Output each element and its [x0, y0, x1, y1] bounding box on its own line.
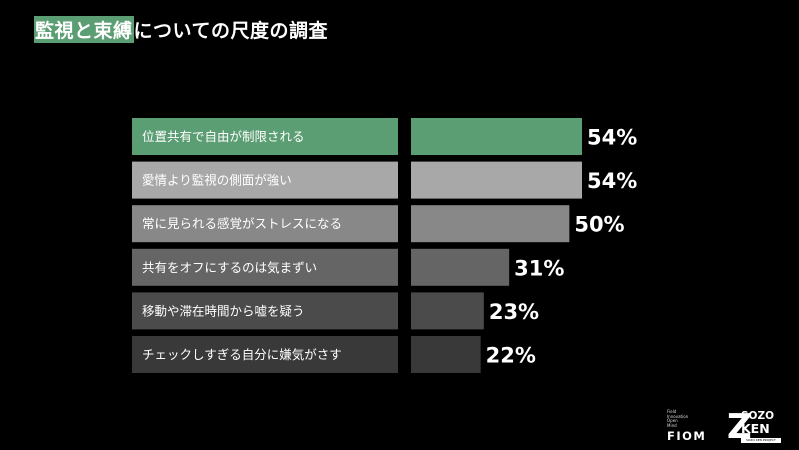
value-label: 31%	[514, 256, 564, 280]
category-label: 移動や滞在時間から嘘を疑う	[142, 303, 305, 318]
category-label-box	[132, 292, 398, 330]
bar	[411, 336, 481, 373]
bar	[411, 205, 570, 243]
sozo-word: SOZO	[741, 410, 775, 422]
bar	[411, 118, 582, 155]
category-label-box	[132, 205, 398, 243]
value-label: 50%	[574, 213, 624, 237]
value-label: 54%	[587, 169, 637, 193]
title-highlight: 監視と束縛	[34, 15, 134, 43]
bar	[411, 161, 582, 199]
bar	[411, 292, 484, 330]
title-rest: についての尺度の調査	[133, 19, 328, 42]
category-label: 常に見られる感覚がストレスになる	[142, 216, 342, 231]
sozo-ken-logo: Z SOZO KEN SOZO KEN PROJECT	[727, 410, 783, 446]
value-label: 22%	[486, 344, 536, 368]
category-label-box	[132, 161, 398, 199]
category-label: 愛情より監視の側面が強い	[142, 173, 292, 188]
value-label: 23%	[489, 300, 539, 324]
sozo-tagline: SOZO KEN PROJECT	[741, 438, 781, 443]
value-label: 54%	[587, 126, 637, 150]
fiom-logo: Field Innovation Open Mind FIOM	[667, 409, 721, 444]
page-title: 監視と束縛 についての尺度の調査	[34, 15, 328, 43]
ken-word: KEN	[741, 421, 770, 436]
fiom-tagline: Field Innovation Open Mind	[667, 409, 689, 428]
category-label: 共有をオフにするのは気まずい	[142, 260, 317, 275]
category-label-box	[132, 118, 398, 155]
category-label: チェックしすぎる自分に嫌気がさす	[142, 347, 342, 362]
bar	[411, 248, 510, 286]
category-label: 位置共有で自由が制限される	[142, 129, 305, 144]
category-label-box	[132, 248, 398, 286]
fiom-wordmark: FIOM	[667, 429, 707, 443]
category-label-box	[132, 336, 398, 373]
